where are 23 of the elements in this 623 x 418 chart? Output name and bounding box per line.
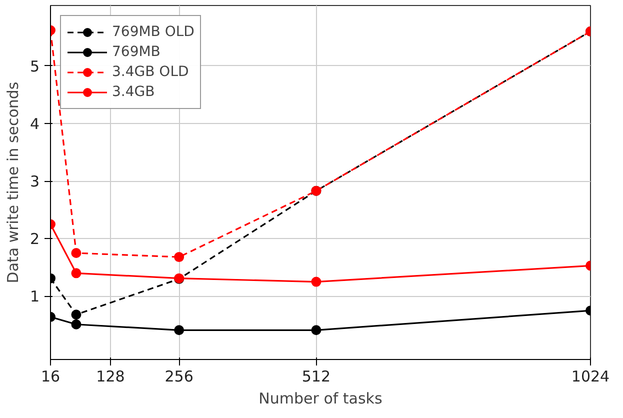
point: [174, 252, 184, 262]
y-tick-label: 3: [30, 172, 40, 191]
point: [71, 319, 82, 330]
legend-label: 769MB OLD: [112, 24, 194, 40]
point: [71, 248, 82, 258]
point: [71, 268, 82, 278]
legend-label: 3.4GB OLD: [112, 64, 189, 80]
point: [311, 325, 322, 336]
legend-label: 769MB: [112, 44, 160, 60]
x-tick-label: 16: [40, 368, 60, 386]
y-tick-label: 2: [30, 230, 40, 248]
point: [174, 325, 184, 336]
legend-label: 3.4GB: [112, 84, 155, 100]
y-tick-label: 1: [30, 288, 40, 306]
y-tick-label: 4: [30, 115, 40, 133]
point: [311, 276, 322, 287]
y-axis-title: Data write time in seconds: [4, 82, 22, 284]
y-tick-label: 5: [30, 57, 40, 76]
x-tick-label: 512: [302, 368, 331, 386]
x-tick-label: 1024: [571, 368, 610, 386]
x-tick-label: 256: [164, 368, 194, 386]
x-tick-label: 128: [96, 368, 125, 386]
x-axis-title: Number of tasks: [258, 390, 383, 408]
